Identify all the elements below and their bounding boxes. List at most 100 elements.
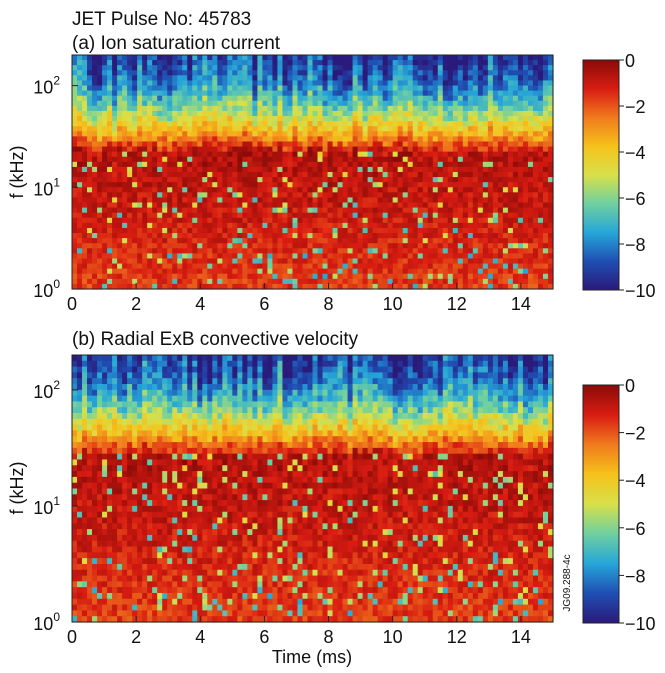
heatmap-cell	[442, 233, 449, 239]
heatmap-cell	[362, 212, 369, 219]
heatmap-cell	[297, 172, 304, 178]
heatmap-cell	[367, 146, 374, 153]
heatmap-cell	[522, 360, 529, 368]
heatmap-cell	[72, 192, 78, 199]
heatmap-cell	[467, 141, 474, 148]
heatmap-cell	[357, 85, 364, 92]
heatmap-cell	[172, 222, 178, 229]
heatmap-cell	[417, 258, 424, 265]
heatmap-cell	[267, 227, 274, 234]
heatmap-cell	[492, 207, 499, 214]
heatmap-cell	[127, 146, 133, 153]
heatmap-cell	[287, 161, 294, 168]
heatmap-cell	[267, 278, 274, 285]
heatmap-cell	[457, 146, 464, 153]
heatmap-cell	[517, 372, 524, 379]
heatmap-cell	[442, 258, 449, 265]
heatmap-cell	[407, 161, 414, 168]
heatmap-cell	[322, 187, 329, 193]
heatmap-cell	[232, 238, 238, 244]
heatmap-cell	[357, 126, 364, 132]
heatmap-cell	[382, 360, 389, 368]
heatmap-cell	[127, 65, 133, 71]
heatmap-cell	[137, 126, 143, 132]
heatmap-cell	[147, 65, 153, 71]
heatmap-cell	[287, 105, 294, 112]
heatmap-cell	[227, 243, 233, 249]
heatmap-cell	[212, 243, 218, 249]
heatmap-cell	[472, 126, 479, 132]
heatmap-cell	[412, 65, 419, 71]
heatmap-cell	[162, 126, 168, 132]
heatmap-cell	[462, 372, 469, 379]
heatmap-cell	[222, 248, 228, 254]
heatmap-cell	[127, 197, 133, 204]
heatmap-cell	[512, 151, 519, 158]
heatmap-cell	[122, 146, 128, 153]
heatmap-cell	[132, 197, 138, 204]
heatmap-cell	[112, 166, 118, 173]
heatmap-cell	[537, 131, 544, 137]
heatmap-cell	[487, 360, 494, 368]
heatmap-cell	[222, 182, 228, 188]
heatmap-cell	[187, 360, 193, 368]
heatmap-cell	[147, 95, 153, 102]
heatmap-cell	[247, 378, 253, 385]
heatmap-cell	[417, 187, 424, 193]
heatmap-cell	[92, 278, 98, 285]
heatmap-cell	[192, 268, 198, 275]
heatmap-cell	[422, 177, 429, 183]
heatmap-cell	[442, 110, 449, 117]
heatmap-cell	[507, 80, 514, 87]
heatmap-cell	[122, 121, 128, 127]
heatmap-cell	[522, 172, 529, 178]
heatmap-cell	[452, 141, 459, 148]
heatmap-cell	[177, 202, 183, 209]
heatmap-cell	[402, 217, 409, 224]
heatmap-cell	[172, 141, 178, 148]
heatmap-cell	[432, 110, 439, 117]
heatmap-cell	[532, 248, 539, 254]
heatmap-cell	[187, 110, 193, 117]
heatmap-cell	[432, 70, 439, 76]
heatmap-cell	[192, 100, 198, 107]
heatmap-cell	[97, 355, 103, 362]
heatmap-cell	[497, 80, 504, 87]
heatmap-cell	[292, 378, 299, 385]
heatmap-cell	[117, 238, 123, 244]
heatmap-cell	[277, 384, 284, 391]
heatmap-cell	[447, 268, 454, 275]
heatmap-cell	[87, 366, 93, 374]
heatmap-cell	[517, 60, 524, 66]
heatmap-cell	[432, 161, 439, 168]
heatmap-cell	[437, 151, 444, 158]
heatmap-cell	[357, 95, 364, 102]
heatmap-cell	[357, 136, 364, 143]
heatmap-cell	[492, 372, 499, 379]
heatmap-cell	[352, 192, 359, 199]
colorbar-tick-label: −8	[625, 235, 646, 255]
heatmap-cell	[92, 273, 98, 280]
heatmap-cell	[107, 212, 113, 219]
heatmap-cell	[157, 110, 163, 117]
heatmap-cell	[272, 243, 279, 249]
heatmap-cell	[407, 278, 414, 285]
heatmap-cell	[377, 263, 384, 270]
heatmap-cell	[482, 258, 489, 265]
heatmap-cell	[342, 151, 349, 158]
heatmap-cell	[312, 156, 319, 163]
heatmap-cell	[377, 360, 384, 368]
heatmap-cell	[412, 207, 419, 214]
heatmap-cell	[227, 161, 233, 168]
heatmap-cell	[317, 207, 324, 214]
heatmap-cell	[547, 202, 554, 209]
heatmap-cell	[482, 100, 489, 107]
heatmap-cell	[127, 95, 133, 102]
heatmap-cell	[392, 146, 399, 153]
heatmap-cell	[207, 243, 213, 249]
heatmap-cell	[462, 70, 469, 76]
heatmap-cell	[477, 217, 484, 224]
heatmap-cell	[407, 146, 414, 153]
heatmap-cell	[187, 90, 193, 97]
heatmap-cell	[137, 243, 143, 249]
